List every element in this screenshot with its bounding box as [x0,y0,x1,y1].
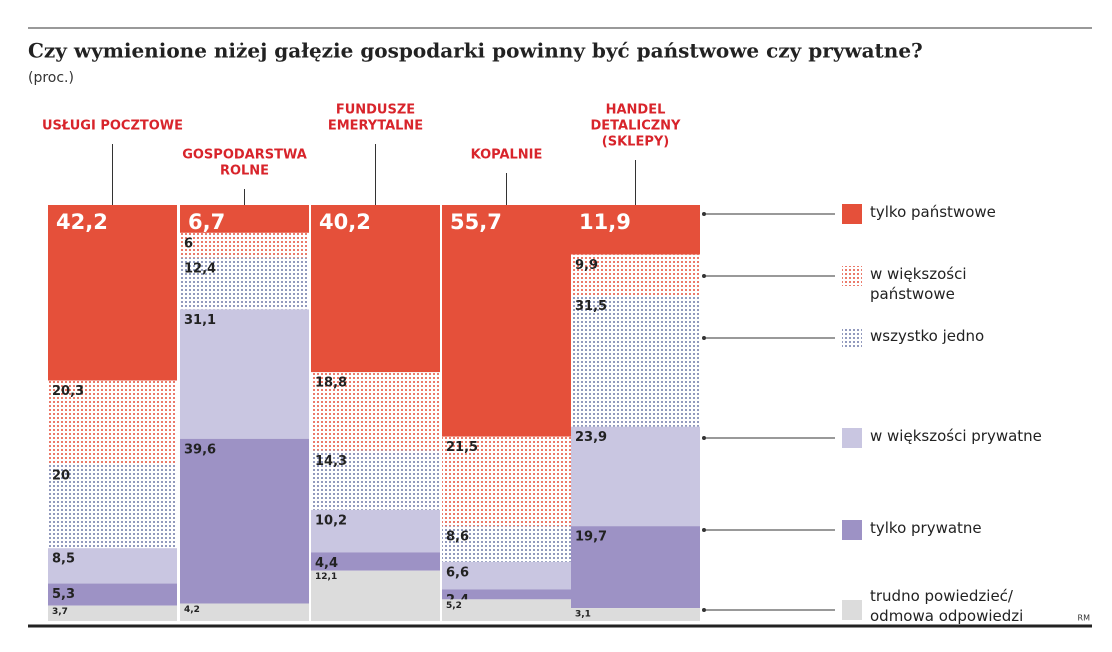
category-label: HANDEL [606,103,666,118]
legend-swatch [842,266,862,286]
legend-swatch [842,428,862,448]
legend-label: wszystko jedno [870,327,985,345]
value-label: 3,1 [575,610,591,620]
value-label: 14,3 [315,454,347,469]
chart-title: Czy wymienione niżej gałęzie gospodarki … [28,39,923,63]
legend-connector-dot [702,212,706,216]
bar-segment [442,599,571,621]
value-label: 4,2 [184,605,200,615]
legend-connector-dot [702,528,706,532]
bar-segment [571,205,700,255]
bar-segment [180,205,309,233]
category-label: (SKLEPY) [602,135,669,150]
category-label: GOSPODARSTWA [182,148,307,163]
value-label: 8,5 [52,552,75,567]
value-label: 21,5 [446,440,478,455]
credit: RM [1078,614,1091,623]
bar-segment [442,561,571,590]
category-label: EMERYTALNE [328,119,423,134]
category-label: KOPALNIE [471,148,543,163]
value-label: 20,3 [52,384,84,399]
value-label: 6 [184,236,193,251]
bar-segment [180,603,309,621]
bar-segment [571,295,700,427]
bar-segment [180,232,309,258]
bar-segment [442,436,571,527]
bar-segment [48,548,177,584]
bar-segment [180,438,309,604]
value-label: 23,9 [575,430,607,445]
category-label: FUNDUSZE [336,103,415,118]
value-label: 3,7 [52,607,68,617]
legend-label: trudno powiedzieć/ odmowa odpowiedzi [870,587,1024,625]
value-label: 12,4 [184,261,216,276]
legend-connector-dot [702,274,706,278]
value-label: 9,9 [575,258,598,273]
bar-segment [180,309,309,439]
value-label: 12,1 [315,572,337,582]
legend-swatch [842,600,862,620]
value-label: 8,6 [446,530,469,545]
bar-segment [442,589,571,600]
bar-segment [48,380,177,465]
bar-segment [48,583,177,606]
legend-label: w większości prywatne [870,427,1042,445]
category-label: ROLNE [220,164,269,179]
value-label: 31,5 [575,299,607,314]
value-label: 31,1 [184,313,216,328]
legend-label: tylko prywatne [870,519,982,537]
legend-label: w większości państwowe [870,265,967,303]
bar-segment [571,608,700,621]
value-label: 39,6 [184,442,216,457]
value-label: 11,9 [579,210,631,234]
bar-segment [311,205,440,373]
value-label: 19,7 [575,530,607,545]
bar-segment [311,450,440,510]
legend-swatch [842,328,862,348]
bar-segment [442,526,571,562]
bar-segment [180,257,309,310]
bar-segment [311,552,440,571]
bar-segment [311,372,440,451]
bar-segment [571,254,700,296]
value-label: 40,2 [319,210,371,234]
bar-segment [48,205,177,381]
value-label: 42,2 [56,210,108,234]
bar-segment [571,526,700,609]
bar-segment [48,605,177,621]
value-label: 5,2 [446,601,462,611]
bar-segment [571,426,700,527]
legend-swatch [842,520,862,540]
legend-connector-dot [702,436,706,440]
value-label: 10,2 [315,513,347,528]
value-label: 18,8 [315,376,347,391]
legend-swatch [842,204,862,224]
value-label: 20 [52,469,70,484]
legend-connector-dot [702,336,706,340]
value-label: 55,7 [450,210,502,234]
value-label: 4,4 [315,556,338,571]
value-label: 6,6 [446,565,469,580]
chart-subtitle: (proc.) [28,70,74,86]
category-label: DETALICZNY [591,119,682,134]
value-label: 5,3 [52,587,75,602]
bar-segment [311,570,440,621]
legend-label: tylko państwowe [870,203,996,221]
value-label: 6,7 [188,210,225,234]
bar-segment [311,509,440,553]
legend-connector-dot [702,608,706,612]
bar-segment [48,465,177,549]
bar-segment [442,205,571,437]
category-label: USŁUGI POCZTOWE [42,119,183,134]
